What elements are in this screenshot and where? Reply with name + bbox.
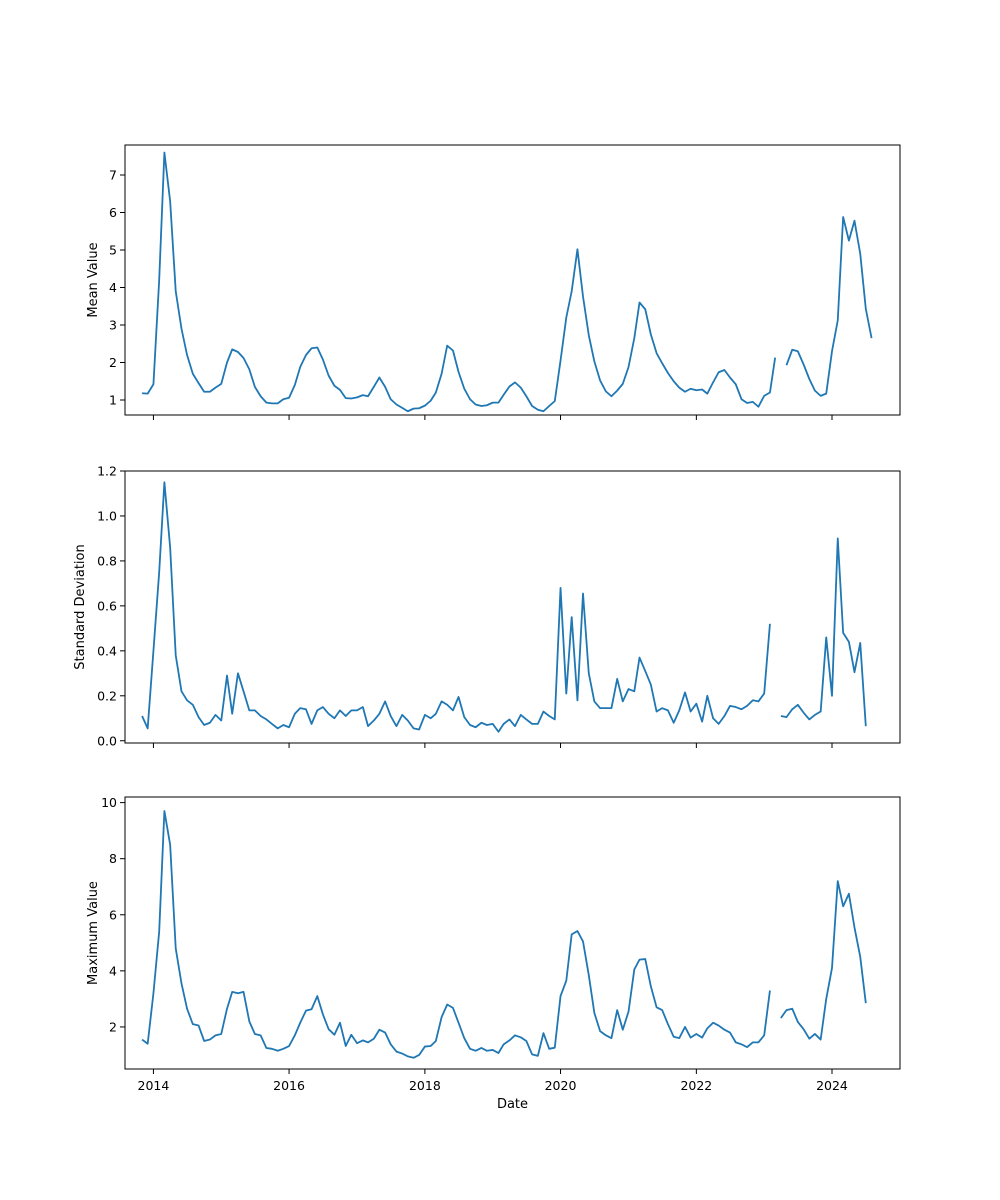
x-tick-label: 2020 bbox=[545, 1078, 577, 1093]
y-tick-label: 6 bbox=[109, 907, 117, 922]
y-tick-label: 4 bbox=[109, 963, 117, 978]
y-ticks: 2 4 6 8 10 bbox=[101, 795, 125, 1034]
y-ticks: 1 2 3 4 5 6 7 bbox=[109, 168, 125, 408]
series-standard-deviation bbox=[141, 481, 867, 733]
x-tick-label: 2014 bbox=[138, 1078, 170, 1093]
subplot-mean-value: 1 2 3 4 5 6 7 Mean Value bbox=[86, 144, 901, 420]
x-tick-label: 2024 bbox=[816, 1078, 848, 1093]
y-tick-label: 3 bbox=[109, 318, 117, 333]
y-tick-label: 6 bbox=[109, 205, 117, 220]
y-axis-label: Mean Value bbox=[86, 242, 101, 317]
y-tick-label: 10 bbox=[101, 795, 117, 810]
y-tick-label: 1.2 bbox=[97, 464, 117, 479]
y-tick-label: 0.0 bbox=[97, 733, 117, 748]
y-tick-label: 5 bbox=[109, 243, 117, 258]
y-tick-label: 1.0 bbox=[97, 508, 117, 523]
y-tick-label: 8 bbox=[109, 851, 117, 866]
y-tick-label: 2 bbox=[109, 1019, 117, 1034]
data-line bbox=[141, 810, 867, 1059]
series-mean-value bbox=[142, 151, 873, 413]
y-tick-label: 7 bbox=[109, 168, 117, 183]
y-axis-label: Maximum Value bbox=[86, 881, 101, 985]
y-tick-label: 0.2 bbox=[97, 688, 117, 703]
data-line bbox=[141, 481, 867, 733]
axes-frame bbox=[124, 470, 901, 744]
x-tick-label: 2016 bbox=[273, 1078, 305, 1093]
series-maximum-value bbox=[141, 810, 867, 1059]
x-axis-label: Date bbox=[497, 1097, 528, 1112]
data-line bbox=[142, 151, 873, 413]
x-ticks bbox=[152, 743, 833, 748]
y-tick-label: 0.4 bbox=[97, 643, 117, 658]
y-tick-label: 1 bbox=[109, 393, 117, 408]
y-axis-label: Standard Deviation bbox=[73, 544, 88, 669]
subplot-maximum-value: 2 4 6 8 10 2014 2016 2018 2020 2022 2024 Maximum … bbox=[86, 795, 901, 1112]
y-tick-label: 0.6 bbox=[97, 598, 117, 613]
y-tick-label: 0.8 bbox=[97, 553, 117, 568]
axes-frame bbox=[124, 144, 901, 416]
x-tick-label: 2022 bbox=[680, 1078, 712, 1093]
subplot-standard-deviation: 0.0 0.2 0.4 0.6 0.8 1.0 1.2 Standard Deviation bbox=[73, 464, 901, 748]
axes-frame bbox=[124, 796, 901, 1070]
y-tick-label: 4 bbox=[109, 280, 117, 295]
x-tick-label: 2018 bbox=[409, 1078, 441, 1093]
x-ticks bbox=[152, 415, 833, 420]
y-tick-label: 2 bbox=[109, 355, 117, 370]
x-ticks: 2014 2016 2018 2020 2022 2024 bbox=[138, 1069, 848, 1093]
y-ticks: 0.0 0.2 0.4 0.6 0.8 1.0 1.2 bbox=[97, 464, 125, 748]
